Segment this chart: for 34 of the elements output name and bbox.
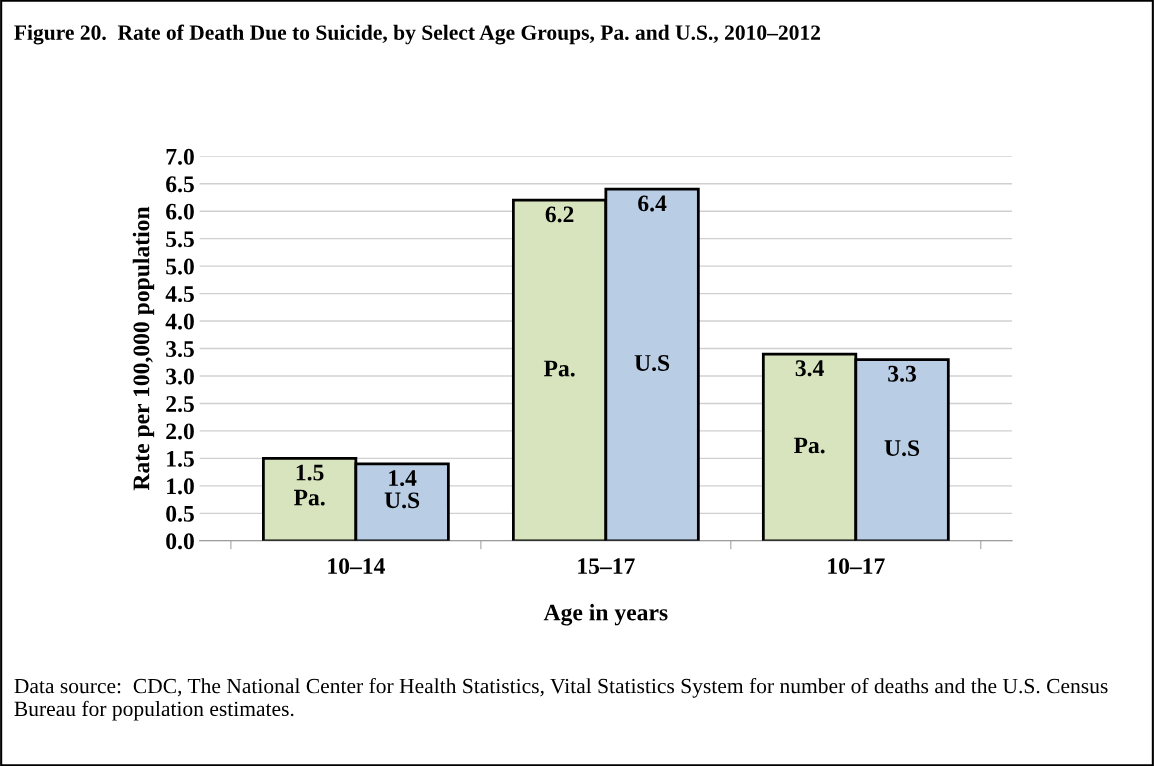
y-tick-label: 6.0 [166, 203, 194, 220]
y-tick-label: 1.0 [167, 478, 194, 495]
y-tick-label: 6.5 [166, 176, 194, 193]
y-tick-label: 1.5 [167, 451, 194, 467]
y-tick-label: 5.5 [166, 231, 194, 248]
y-tick-label: 0.0 [166, 533, 194, 550]
y-tick-label: 4.0 [165, 313, 194, 330]
y-tick-label: 3.5 [166, 341, 194, 358]
data-label: 1.4 [389, 470, 417, 487]
y-tick-label: 2.5 [166, 396, 194, 412]
x-axis-title: Age in years [543, 603, 668, 626]
data-label: 1.5 [296, 464, 324, 481]
y-tick-label: 2.0 [166, 423, 194, 440]
y-tick-label: 3.0 [166, 368, 194, 385]
y-tick-label: 7.0 [166, 148, 194, 165]
x-tick-label: 10–17 [828, 558, 885, 575]
text: Pa. [543, 360, 575, 377]
x-tick-label: 15–17 [578, 558, 635, 575]
data-label: 3.3 [888, 365, 917, 382]
text: U.S [634, 355, 670, 372]
data-label: 6.2 [545, 206, 574, 223]
source-note: Data source: CDC, The National Center for Health Statistics, Vital Statistics System for number of deaths and the U.S. Census Bureau for population estimates. [14, 677, 1108, 721]
series-label: U.S [384, 492, 420, 509]
data-label: 6.4 [638, 195, 667, 212]
text: Pa. [793, 437, 825, 454]
y-tick-label: 0.5 [166, 505, 194, 522]
text: U.S [884, 440, 920, 457]
y-tick-label: 4.5 [165, 286, 194, 303]
series-label: Pa. [293, 489, 325, 506]
y-axis-title: Rate per 100,000 population [132, 206, 155, 491]
chart-title: Figure 20. Rate of Death Due to Suicide, by Select Age Groups, Pa. and U.S., 2010–2012 [14, 24, 821, 45]
y-tick-label: 5.0 [166, 258, 194, 275]
x-tick-label: 10–14 [328, 558, 385, 575]
data-label: 3.4 [795, 360, 824, 377]
